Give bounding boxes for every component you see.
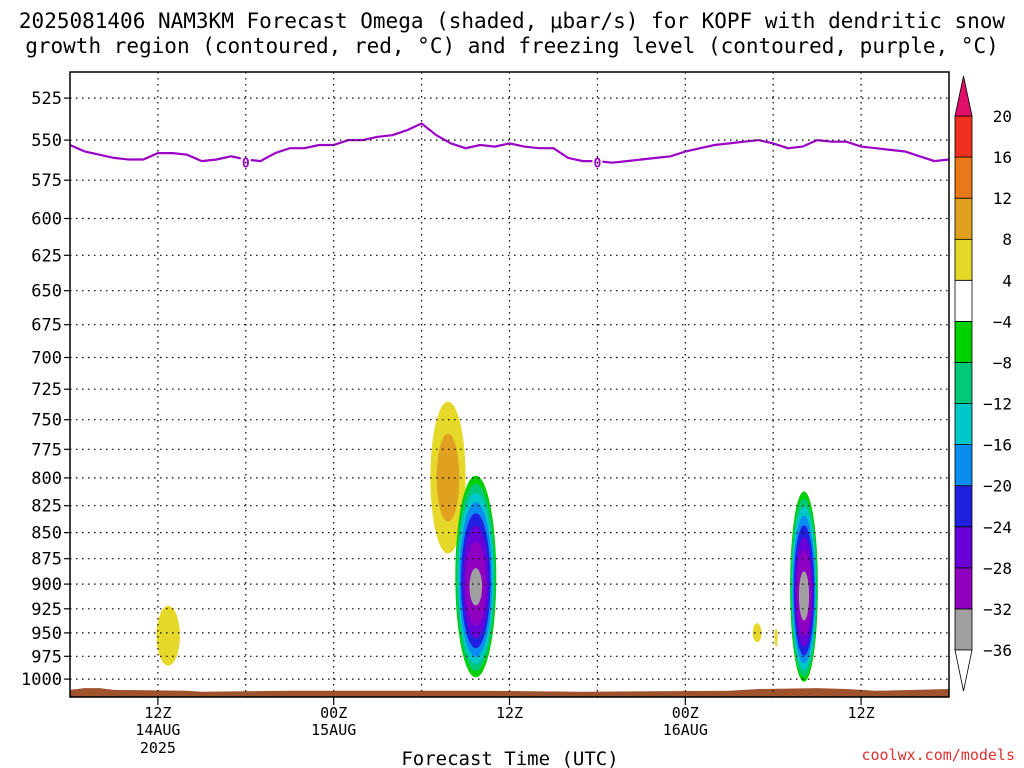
y-tick-label: 800 — [31, 469, 62, 489]
y-tick-label: 950 — [31, 624, 62, 644]
x-tick-label-date: 15AUG — [311, 721, 356, 739]
colorbar-segment — [954, 444, 973, 487]
colorbar-label: −12 — [983, 395, 1012, 414]
colorbar-segment — [954, 362, 973, 404]
colorbar-segment — [954, 115, 973, 158]
x-tick-label-time: 12Z — [496, 704, 523, 722]
site-credit: coolwx.com/models — [861, 746, 1015, 764]
colorbar-segment — [954, 197, 973, 240]
y-tick-label: 600 — [31, 210, 62, 230]
y-tick-label: 575 — [31, 171, 62, 191]
colorbar-segment — [954, 238, 973, 281]
freezing-label-bg — [592, 153, 603, 170]
y-tick-label: 700 — [31, 349, 62, 369]
colorbar-top-arrow — [954, 75, 973, 117]
omega-feature-descent-2 — [455, 475, 497, 678]
y-tick-label: 675 — [31, 316, 62, 336]
freezing-level-label: 0 — [242, 157, 250, 172]
colorbar-label: −20 — [983, 477, 1012, 496]
y-tick-label: 550 — [31, 131, 62, 151]
omega-feature-ascent-4 — [774, 628, 778, 647]
colorbar-label: −8 — [993, 354, 1012, 373]
colorbar-segment — [954, 526, 973, 569]
x-tick-label-time: 12Z — [848, 704, 875, 722]
colorbar: 20 16 12 8 4 −4 −8 −12 −16 −20 −24 −28 −32 −36 — [954, 75, 1012, 692]
y-tick-label: 825 — [31, 497, 62, 517]
grid-lines — [69, 71, 950, 698]
colorbar-label: −28 — [983, 559, 1012, 578]
colorbar-label: 16 — [993, 148, 1012, 167]
colorbar-label: −36 — [983, 641, 1012, 660]
colorbar-label: 12 — [993, 189, 1012, 208]
x-tick-label-date: 16AUG — [663, 721, 708, 739]
colorbar-segment — [954, 279, 973, 322]
omega-feature-ascent-3 — [752, 623, 762, 643]
freezing-level-line — [70, 122, 949, 164]
y-tick-label: 875 — [31, 550, 62, 570]
colorbar-label: 4 — [1002, 271, 1012, 290]
terrain-fill — [70, 688, 949, 697]
y-axis: 525 550 575 600 625 650 675 700 725 750 775 800 825 8… — [21, 89, 70, 690]
omega-contour-4 — [156, 605, 180, 666]
omega-feature-descent-5 — [790, 491, 818, 682]
x-tick-label-year: 2025 — [140, 739, 176, 757]
y-tick-label: 850 — [31, 524, 62, 544]
y-tick-label: 975 — [31, 647, 62, 667]
colorbar-segment — [954, 403, 973, 445]
omega-contour-4 — [752, 623, 762, 643]
y-tick-label: 525 — [31, 89, 62, 109]
chart-title-line2: growth region (contoured, red, °C) and f… — [25, 34, 999, 58]
colorbar-segment — [954, 485, 973, 528]
y-tick-label: 1000 — [21, 670, 62, 690]
colorbar-segment — [954, 156, 973, 199]
colorbar-segment — [954, 320, 973, 363]
y-tick-label: 775 — [31, 440, 62, 460]
x-tick-label-time: 12Z — [144, 704, 171, 722]
omega-contour--32 — [469, 568, 483, 606]
colorbar-label: −32 — [983, 600, 1012, 619]
colorbar-bottom-arrow — [954, 649, 973, 692]
omega-contour-4 — [774, 628, 778, 647]
colorbar-segment — [954, 608, 973, 651]
y-tick-label: 650 — [31, 282, 62, 302]
x-tick-label-time: 00Z — [672, 704, 699, 722]
freezing-level-label: 0 — [593, 157, 601, 172]
y-tick-label: 925 — [31, 600, 62, 620]
x-tick-label-time: 00Z — [320, 704, 347, 722]
x-axis-title: Forecast Time (UTC) — [401, 748, 618, 768]
y-tick-label: 625 — [31, 246, 62, 266]
x-tick-label-date: 14AUG — [135, 721, 180, 739]
y-tick-label: 725 — [31, 380, 62, 400]
colorbar-label: −16 — [983, 436, 1012, 455]
omega-contour--32 — [798, 571, 810, 621]
chart-title-line1: 2025081406 NAM3KM Forecast Omega (shaded… — [19, 9, 1006, 33]
colorbar-label: 8 — [1002, 230, 1012, 249]
omega-feature-ascent-0 — [156, 605, 180, 666]
freezing-label-bg — [240, 153, 251, 170]
colorbar-segment — [954, 567, 973, 610]
colorbar-label: −24 — [983, 518, 1012, 537]
y-tick-label: 900 — [31, 575, 62, 595]
colorbar-label: 20 — [993, 107, 1012, 126]
y-tick-label: 750 — [31, 411, 62, 431]
colorbar-label: −4 — [993, 312, 1012, 331]
